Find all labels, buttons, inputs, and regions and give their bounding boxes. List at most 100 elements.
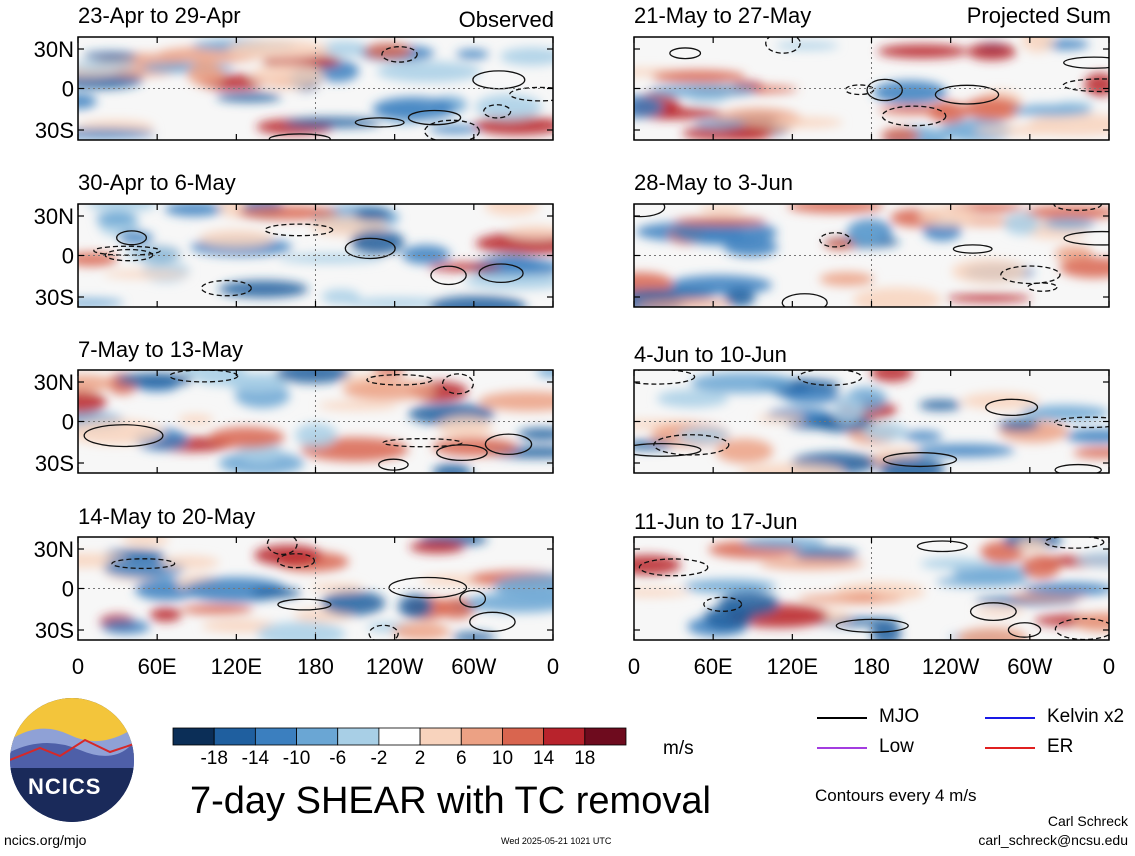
mjo-contour xyxy=(116,230,148,246)
colorbar-swatch xyxy=(172,727,215,746)
shear-anomaly-blob xyxy=(634,554,681,576)
shear-anomaly-blob xyxy=(1021,554,1061,579)
legend-line xyxy=(817,717,867,719)
shear-anomaly-blob xyxy=(852,287,942,307)
shear-anomaly-blob xyxy=(428,295,527,307)
shear-anomaly-blob xyxy=(787,204,885,214)
mjo-contour xyxy=(366,374,433,386)
footer-author: Carl Schreck xyxy=(1047,813,1128,829)
panel-title: 11-Jun to 17-Jun xyxy=(634,509,798,534)
panel-title: 4-Jun to 10-Jun xyxy=(634,342,787,367)
shear-anomaly-blob xyxy=(863,422,909,441)
map-panel xyxy=(77,369,554,474)
colorbar-swatch xyxy=(254,727,297,746)
x-tick-label: 60E xyxy=(694,654,733,679)
shear-anomaly-blob xyxy=(1023,205,1109,220)
y-tick-label: 0 xyxy=(62,410,74,435)
colorbar-swatch xyxy=(296,727,339,746)
shear-anomaly-blob xyxy=(634,272,673,295)
y-tick-label: 0 xyxy=(62,577,74,602)
legend-line xyxy=(985,747,1035,749)
x-tick-label: 120W xyxy=(366,654,424,679)
shear-anomaly-blob xyxy=(178,414,214,425)
shear-anomaly-blob xyxy=(473,115,553,136)
shear-anomaly-blob xyxy=(945,294,1032,303)
x-tick-label: 60W xyxy=(1007,654,1052,679)
shear-anomaly-blob xyxy=(208,427,285,449)
shear-anomaly-blob xyxy=(199,229,274,248)
shear-anomaly-blob xyxy=(824,238,855,250)
mjo-contour xyxy=(1053,416,1109,429)
y-tick-label: 30N xyxy=(34,204,74,229)
colorbar-swatch xyxy=(213,727,256,746)
shear-anomaly-blob xyxy=(346,297,447,307)
shear-anomaly-blob xyxy=(78,252,118,267)
mjo-contour xyxy=(765,37,801,54)
panel-title: 23-Apr to 29-Apr xyxy=(78,3,241,28)
shear-anomaly-blob xyxy=(783,388,842,404)
shear-anomaly-blob xyxy=(78,61,138,71)
shear-anomaly-blob xyxy=(500,47,553,66)
colorbar-label: 10 xyxy=(491,748,514,769)
mjo-contour xyxy=(469,611,516,632)
shear-anomaly-blob xyxy=(871,621,902,640)
shear-anomaly-blob xyxy=(409,540,465,554)
y-tick-label: 30N xyxy=(34,537,74,562)
shear-anomaly-blob xyxy=(428,262,502,272)
legend-label: Low xyxy=(879,736,914,757)
footer-email[interactable]: carl_schreck@ncsu.edu xyxy=(978,832,1128,848)
panel-title: 21-May to 27-May xyxy=(634,3,812,28)
footer-url[interactable]: ncics.org/mjo xyxy=(4,832,87,848)
shear-anomaly-blob xyxy=(321,289,361,305)
shear-anomaly-blob xyxy=(951,259,1028,284)
shear-anomaly-blob xyxy=(376,61,482,83)
legend-label: ER xyxy=(1047,736,1074,757)
shear-anomaly-blob xyxy=(1042,218,1096,230)
shear-anomaly-blob xyxy=(432,463,472,473)
shear-anomaly-blob xyxy=(634,587,690,597)
colorbar-label: -18 xyxy=(200,748,228,769)
panels-layer xyxy=(77,36,1110,641)
shear-anomaly-blob xyxy=(507,225,553,240)
mjo-contour xyxy=(952,244,993,254)
mjo-contour xyxy=(378,458,409,471)
shear-anomaly-blob xyxy=(310,582,363,592)
map-panel xyxy=(633,369,1110,474)
shear-anomaly-blob xyxy=(967,43,1017,61)
y-tick-label: 30S xyxy=(35,618,74,643)
shear-anomaly-blob xyxy=(683,579,777,594)
shear-anomaly-blob xyxy=(832,396,865,423)
logo-text: NCICS xyxy=(28,774,102,799)
colorbar-swatch xyxy=(378,727,421,746)
shear-anomaly-blob xyxy=(227,39,330,60)
mjo-contour xyxy=(436,444,488,462)
shear-anomaly-blob xyxy=(690,372,795,394)
colorbar-swatch xyxy=(502,727,545,746)
mjo-contour xyxy=(819,232,851,248)
shear-anomaly-blob xyxy=(914,444,1015,458)
shear-anomaly-blob xyxy=(1016,538,1047,553)
mjo-contour xyxy=(866,78,903,102)
shear-anomaly-blob xyxy=(672,220,778,246)
shear-anomaly-blob xyxy=(475,94,542,120)
shear-anomaly-blob xyxy=(961,392,1040,410)
shear-anomaly-blob xyxy=(484,204,540,216)
shear-anomaly-blob xyxy=(1076,551,1109,568)
mjo-contour xyxy=(200,279,252,297)
mjo-contour xyxy=(478,263,524,284)
shear-anomaly-blob xyxy=(759,558,865,570)
shear-anomaly-blob xyxy=(102,619,151,635)
colorbar-swatch xyxy=(584,727,627,746)
mjo-contour xyxy=(459,589,487,608)
mjo-contour xyxy=(638,558,709,577)
shear-anomaly-blob xyxy=(78,419,164,445)
shear-anomaly-blob xyxy=(973,607,1026,616)
colorbar-swatch xyxy=(419,727,462,746)
mjo-contour xyxy=(1063,56,1109,69)
mjo-contour xyxy=(669,47,702,60)
mjo-contour xyxy=(83,424,164,448)
mjo-contour xyxy=(797,370,863,386)
projected-label: Projected Sum xyxy=(966,3,1111,28)
shear-anomaly-blob xyxy=(873,80,948,105)
shear-anomaly-blob xyxy=(398,594,433,619)
